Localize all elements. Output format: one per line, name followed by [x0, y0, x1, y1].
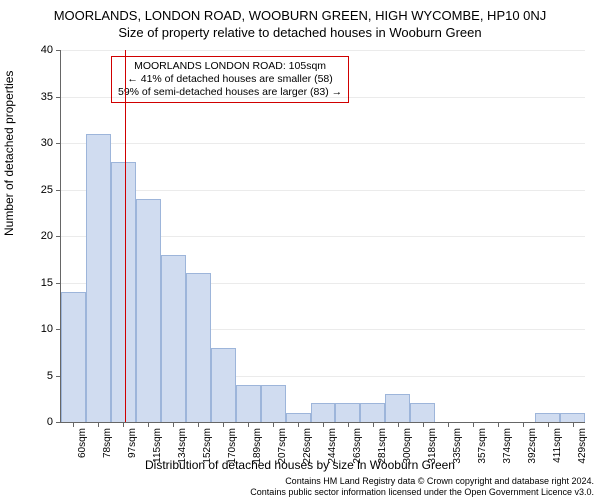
xtick-mark [123, 422, 124, 427]
bar [410, 403, 435, 422]
annotation-line: MOORLANDS LONDON ROAD: 105sqm [118, 60, 342, 73]
xtick-mark [273, 422, 274, 427]
ytick-label: 5 [47, 370, 53, 382]
xtick-label: 60sqm [77, 428, 88, 458]
xtick-mark [173, 422, 174, 427]
xtick-mark [323, 422, 324, 427]
ytick-label: 40 [41, 44, 53, 56]
bar [311, 403, 336, 422]
bar [61, 292, 86, 422]
xtick-label: 78sqm [102, 428, 113, 458]
chart-container: MOORLANDS, LONDON ROAD, WOOBURN GREEN, H… [0, 0, 600, 500]
xtick-mark [223, 422, 224, 427]
ytick-label: 15 [41, 277, 53, 289]
xtick-mark [98, 422, 99, 427]
xtick-mark [298, 422, 299, 427]
marker-line [125, 50, 126, 422]
ytick-label: 0 [47, 416, 53, 428]
bar [111, 162, 136, 422]
bar [211, 348, 236, 422]
gridline [61, 190, 585, 191]
bar [136, 199, 161, 422]
xtick-mark [73, 422, 74, 427]
ytick-label: 35 [41, 91, 53, 103]
bar [385, 394, 410, 422]
ytick-label: 25 [41, 184, 53, 196]
xtick-mark [198, 422, 199, 427]
bar [335, 403, 360, 422]
xtick-mark [523, 422, 524, 427]
xtick-mark [473, 422, 474, 427]
bar [261, 385, 286, 422]
xtick-mark [548, 422, 549, 427]
xtick-mark [148, 422, 149, 427]
x-axis-label: Distribution of detached houses by size … [0, 458, 600, 472]
bar [560, 413, 585, 422]
xtick-mark [423, 422, 424, 427]
footer-line: Contains HM Land Registry data © Crown c… [0, 476, 594, 487]
footer: Contains HM Land Registry data © Crown c… [0, 476, 594, 498]
xtick-mark [348, 422, 349, 427]
ytick-label: 30 [41, 137, 53, 149]
xtick-label: 97sqm [127, 428, 138, 458]
bar [186, 273, 211, 422]
xtick-mark [248, 422, 249, 427]
footer-line: Contains public sector information licen… [0, 487, 594, 498]
bar [236, 385, 261, 422]
bar [161, 255, 186, 422]
y-axis-label: Number of detached properties [2, 71, 16, 236]
xtick-mark [398, 422, 399, 427]
bar [360, 403, 385, 422]
xtick-mark [573, 422, 574, 427]
gridline [61, 50, 585, 51]
gridline [61, 97, 585, 98]
chart-title: MOORLANDS, LONDON ROAD, WOOBURN GREEN, H… [0, 0, 600, 23]
ytick-label: 10 [41, 323, 53, 335]
bar [286, 413, 311, 422]
xtick-mark [448, 422, 449, 427]
xtick-mark [373, 422, 374, 427]
ytick-label: 20 [41, 230, 53, 242]
annotation-line: ← 41% of detached houses are smaller (58… [118, 73, 342, 86]
ytick-mark [56, 422, 61, 423]
bar [86, 134, 111, 422]
chart-subtitle: Size of property relative to detached ho… [0, 23, 600, 40]
gridline [61, 143, 585, 144]
bar [535, 413, 560, 422]
xtick-mark [498, 422, 499, 427]
plot-area: MOORLANDS LONDON ROAD: 105sqm ← 41% of d… [60, 50, 585, 423]
